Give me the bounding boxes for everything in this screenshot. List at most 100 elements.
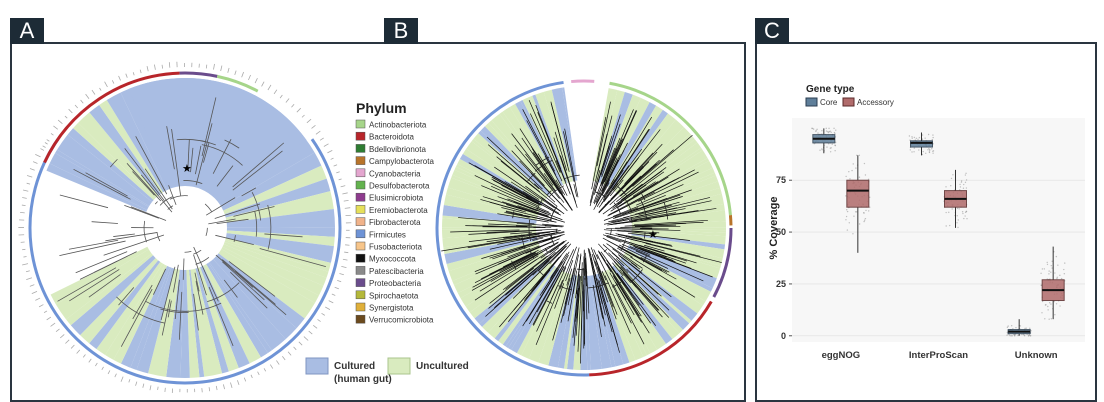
jitter-point xyxy=(868,210,869,211)
jitter-point xyxy=(1051,267,1052,268)
jitter-point xyxy=(966,187,967,188)
legend-label-elusimicrobiota: Elusimicrobiota xyxy=(369,194,424,203)
jitter-point xyxy=(847,211,848,212)
culture-legend: Cultured (human gut) Uncultured xyxy=(306,358,469,385)
tree-a-tip-label xyxy=(86,94,89,99)
legend-label-bdellovibrionota: Bdellovibrionota xyxy=(369,145,426,154)
jitter-point xyxy=(1024,328,1025,329)
legend-swatch-bdellovibrionota xyxy=(356,144,365,152)
tree-b: ★ xyxy=(437,81,731,375)
tree-a-tip-label xyxy=(262,82,265,87)
jitter-point xyxy=(830,151,831,152)
tree-a-tip-label xyxy=(270,365,272,369)
jitter-point xyxy=(1024,335,1025,336)
tree-a-tip-label xyxy=(339,179,342,180)
tree-a-center xyxy=(143,186,227,270)
jitter-point xyxy=(1057,264,1058,265)
jitter-point xyxy=(864,163,865,164)
tree-a-tip-label xyxy=(288,352,291,356)
jitter-point xyxy=(917,139,918,140)
phylum-legend: Phylum ActinobacteriotaBacteroidotaBdell… xyxy=(356,100,434,325)
tree-a-tip-label xyxy=(339,273,343,274)
jitter-point xyxy=(913,151,914,152)
tree-a-tip-label xyxy=(307,119,311,123)
tree-a-tip-label xyxy=(56,329,59,332)
tree-a-tip-label xyxy=(22,264,28,265)
jitter-point xyxy=(1017,335,1018,336)
tree-a-tip-label xyxy=(30,285,34,287)
jitter-point xyxy=(834,132,835,133)
jitter-point xyxy=(914,147,915,148)
jitter-point xyxy=(821,149,822,150)
jitter-point xyxy=(1061,278,1062,279)
jitter-point xyxy=(849,178,850,179)
tree-a-tip-label xyxy=(39,305,43,307)
jitter-point xyxy=(856,155,857,156)
jitter-point xyxy=(827,131,828,132)
jitter-point xyxy=(932,134,933,135)
jitter-point xyxy=(833,128,834,129)
plot-area xyxy=(792,118,1085,342)
jitter-point xyxy=(1041,312,1042,313)
jitter-point xyxy=(855,211,856,212)
jitter-point xyxy=(910,149,911,150)
tree-a-tip-label xyxy=(327,150,332,153)
tree-a-tip-label xyxy=(237,380,239,385)
jitter-point xyxy=(1026,328,1027,329)
legend-label-myxococcota: Myxococcota xyxy=(369,255,416,264)
tree-a-tip-label xyxy=(302,115,305,117)
jitter-point xyxy=(819,150,820,151)
jitter-point xyxy=(811,128,812,129)
tree-a-tip-label xyxy=(342,193,347,194)
x-tick-label-eggnog: eggNOG xyxy=(822,350,861,361)
tree-a-tip-label xyxy=(344,252,348,253)
tree-a-tip-label xyxy=(154,65,155,70)
legend-label-fusobacteriota: Fusobacteriota xyxy=(369,243,422,252)
jitter-point xyxy=(1048,318,1049,319)
tree-a-tip-label xyxy=(344,200,349,201)
jitter-point xyxy=(932,152,933,153)
coverage-boxplot: Gene type Core Accessory % Coverage 0255… xyxy=(768,84,1085,361)
jitter-point xyxy=(959,184,960,185)
jitter-point xyxy=(957,208,958,209)
jitter-point xyxy=(958,219,959,220)
jitter-point xyxy=(961,180,962,181)
jitter-point xyxy=(1051,265,1052,266)
tree-a-tip-label xyxy=(216,386,217,390)
tree-a-tip-label xyxy=(32,291,37,293)
jitter-point xyxy=(961,181,962,182)
tree-a-tip-label xyxy=(313,325,317,328)
uncultured-label: Uncultured xyxy=(416,361,469,372)
tree-a-tip-label xyxy=(102,367,104,370)
cultured-swatch xyxy=(306,358,328,374)
jitter-point xyxy=(945,212,946,213)
y-tick-label: 50 xyxy=(776,227,786,237)
jitter-point xyxy=(863,221,864,222)
jitter-point xyxy=(911,151,912,152)
jitter-point xyxy=(956,222,957,223)
jitter-point xyxy=(1054,272,1055,273)
legend-swatch-actinobacteriota xyxy=(356,120,365,128)
jitter-point xyxy=(851,170,852,171)
y-tick-label: 25 xyxy=(776,279,786,289)
gene-type-legend-title: Gene type xyxy=(806,84,855,95)
jitter-point xyxy=(816,129,817,130)
jitter-point xyxy=(1047,309,1048,310)
jitter-point xyxy=(830,132,831,133)
jitter-point xyxy=(965,173,966,174)
jitter-point xyxy=(960,186,961,187)
tree-a-tip-label xyxy=(108,370,110,373)
jitter-point xyxy=(918,149,919,150)
tree-a-tip-label xyxy=(65,116,67,118)
jitter-point xyxy=(919,137,920,138)
tree-a-tip-label xyxy=(341,186,346,187)
jitter-point xyxy=(1011,325,1012,326)
tree-a-tip-label xyxy=(228,68,229,73)
tree-a-tip-label xyxy=(40,149,43,151)
jitter-point xyxy=(845,195,846,196)
tree-a-tip-label xyxy=(322,313,325,315)
tree-b-star-marker: ★ xyxy=(648,229,658,241)
tree-a-tip-label xyxy=(337,280,341,281)
tree-a-tip-label xyxy=(165,388,166,392)
